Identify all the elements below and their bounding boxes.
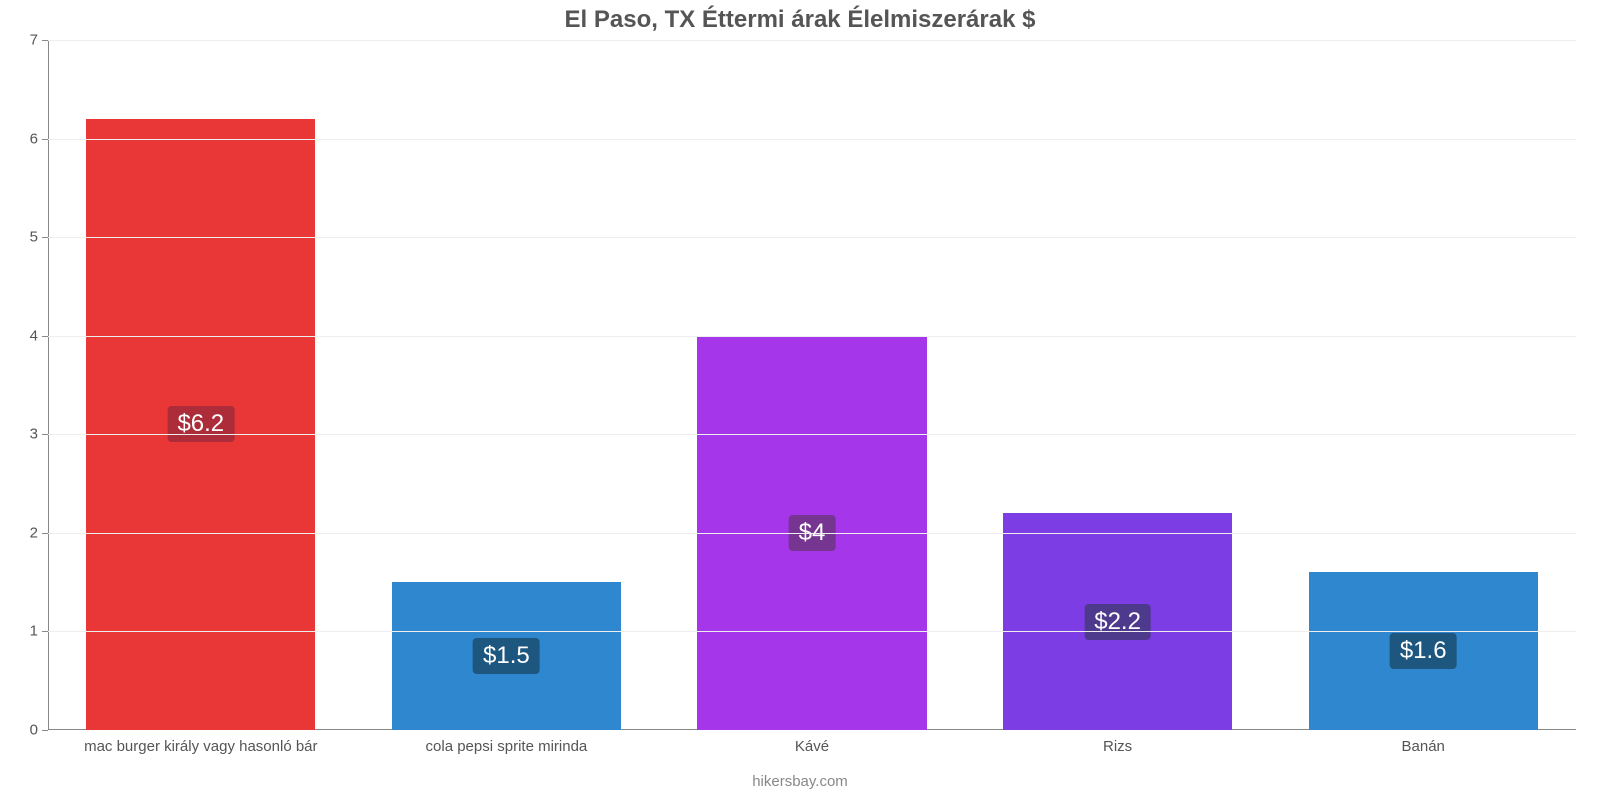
plot-area: $6.2$1.5$4$2.2$1.6 01234567mac burger ki… [48,40,1576,730]
y-tick-label: 1 [30,623,48,640]
y-tick-label: 2 [30,524,48,541]
grid-line [48,434,1576,435]
y-tick-label: 0 [30,722,48,739]
y-tick-label: 4 [30,327,48,344]
x-tick-label: cola pepsi sprite mirinda [426,730,588,755]
bars-layer: $6.2$1.5$4$2.2$1.6 [48,40,1576,730]
bar-value-label: $6.2 [167,406,234,442]
y-tick-label: 5 [30,229,48,246]
grid-line [48,139,1576,140]
grid-line [48,237,1576,238]
x-tick-label: mac burger király vagy hasonló bár [84,730,317,755]
price-bar-chart: El Paso, TX Éttermi árak Élelmiszerárak … [0,0,1600,800]
x-tick-label: Kávé [795,730,829,755]
y-tick-label: 7 [30,32,48,49]
chart-caption: hikersbay.com [0,773,1600,790]
y-tick-label: 3 [30,426,48,443]
grid-line [48,336,1576,337]
grid-line [48,533,1576,534]
x-tick-label: Rizs [1103,730,1132,755]
grid-line [48,631,1576,632]
bar-value-label: $1.5 [473,638,540,674]
chart-title: El Paso, TX Éttermi árak Élelmiszerárak … [0,0,1600,34]
bar-value-label: $2.2 [1084,604,1151,640]
bar-value-label: $1.6 [1390,633,1457,669]
x-tick-label: Banán [1402,730,1445,755]
y-tick-label: 6 [30,130,48,147]
grid-line [48,40,1576,41]
